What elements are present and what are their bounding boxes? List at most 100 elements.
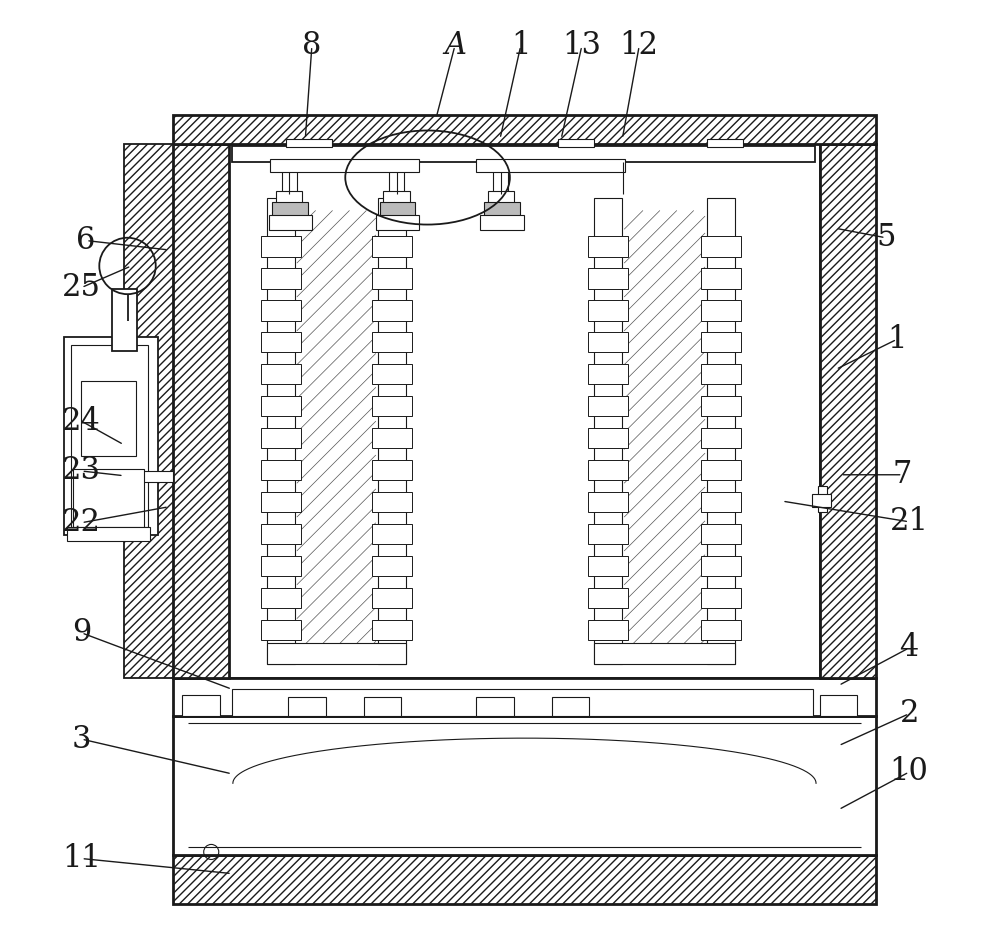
- Point: [607, 405, 623, 420]
- Bar: [588, 428, 628, 448]
- Bar: [173, 116, 876, 144]
- Point: [733, 238, 749, 253]
- Point: [547, 638, 563, 653]
- Point: [551, 167, 567, 182]
- Point: [623, 624, 639, 639]
- Point: [590, 430, 606, 445]
- Text: 1: 1: [511, 30, 530, 61]
- Point: [275, 598, 291, 613]
- Point: [594, 335, 610, 350]
- Point: [432, 223, 448, 238]
- Point: [328, 449, 344, 464]
- Point: [778, 455, 794, 470]
- Point: [605, 241, 621, 256]
- Point: [485, 251, 501, 266]
- Point: [359, 197, 375, 212]
- Point: [298, 320, 314, 335]
- Point: [343, 559, 359, 574]
- Point: [560, 367, 576, 382]
- Point: [302, 532, 318, 547]
- Point: [513, 212, 529, 227]
- Point: [753, 436, 769, 451]
- Point: [726, 420, 742, 435]
- Point: [481, 216, 497, 231]
- Point: [248, 242, 264, 257]
- Point: [296, 429, 312, 444]
- Point: [353, 253, 369, 268]
- Point: [599, 281, 615, 296]
- Point: [477, 642, 493, 658]
- Point: [315, 342, 331, 357]
- Point: [783, 517, 799, 532]
- Point: [529, 340, 545, 355]
- Point: [417, 392, 433, 407]
- Point: [461, 613, 477, 628]
- Point: [723, 460, 739, 475]
- Point: [457, 212, 473, 227]
- Point: [580, 171, 596, 187]
- Point: [343, 341, 359, 356]
- Point: [429, 267, 445, 282]
- Point: [345, 351, 361, 366]
- Point: [622, 387, 638, 402]
- Point: [282, 267, 298, 282]
- Point: [769, 322, 785, 337]
- Point: [299, 513, 315, 528]
- Point: [487, 236, 503, 251]
- Bar: [376, 215, 419, 230]
- Point: [344, 218, 360, 233]
- Point: [740, 631, 756, 646]
- Point: [632, 392, 648, 407]
- Point: [367, 187, 383, 203]
- Point: [287, 458, 303, 473]
- Point: [712, 584, 728, 599]
- Point: [689, 625, 705, 641]
- Point: [269, 232, 285, 247]
- Point: [708, 430, 724, 445]
- Text: 3: 3: [72, 723, 91, 755]
- Bar: [81, 381, 136, 456]
- Point: [266, 565, 282, 580]
- Point: [740, 344, 756, 359]
- Point: [343, 387, 359, 402]
- Point: [692, 498, 708, 513]
- Point: [324, 176, 340, 191]
- Point: [368, 531, 384, 546]
- Point: [520, 563, 536, 578]
- Point: [525, 272, 541, 287]
- Point: [616, 506, 632, 521]
- Point: [232, 441, 248, 456]
- Point: [680, 434, 696, 449]
- Point: [569, 573, 585, 588]
- Point: [663, 189, 679, 204]
- Point: [418, 171, 434, 186]
- Point: [425, 252, 441, 267]
- Point: [563, 444, 579, 459]
- Point: [390, 172, 406, 187]
- Point: [316, 383, 332, 398]
- Point: [795, 482, 811, 497]
- Point: [419, 560, 435, 576]
- Point: [675, 575, 691, 590]
- Point: [445, 181, 461, 196]
- Point: [494, 645, 510, 660]
- Point: [401, 526, 417, 541]
- Point: [715, 209, 731, 224]
- Point: [335, 553, 351, 568]
- Point: [687, 526, 703, 541]
- Point: [682, 606, 698, 621]
- Bar: [588, 620, 628, 641]
- Point: [397, 421, 413, 436]
- Point: [615, 611, 631, 626]
- Point: [443, 266, 459, 281]
- Point: [691, 521, 707, 536]
- Point: [402, 552, 418, 567]
- Point: [341, 535, 357, 550]
- Point: [420, 513, 436, 528]
- Point: [676, 650, 692, 665]
- Point: [651, 551, 667, 566]
- Bar: [488, 190, 514, 205]
- Point: [769, 539, 785, 554]
- Point: [659, 414, 675, 429]
- Point: [322, 395, 338, 410]
